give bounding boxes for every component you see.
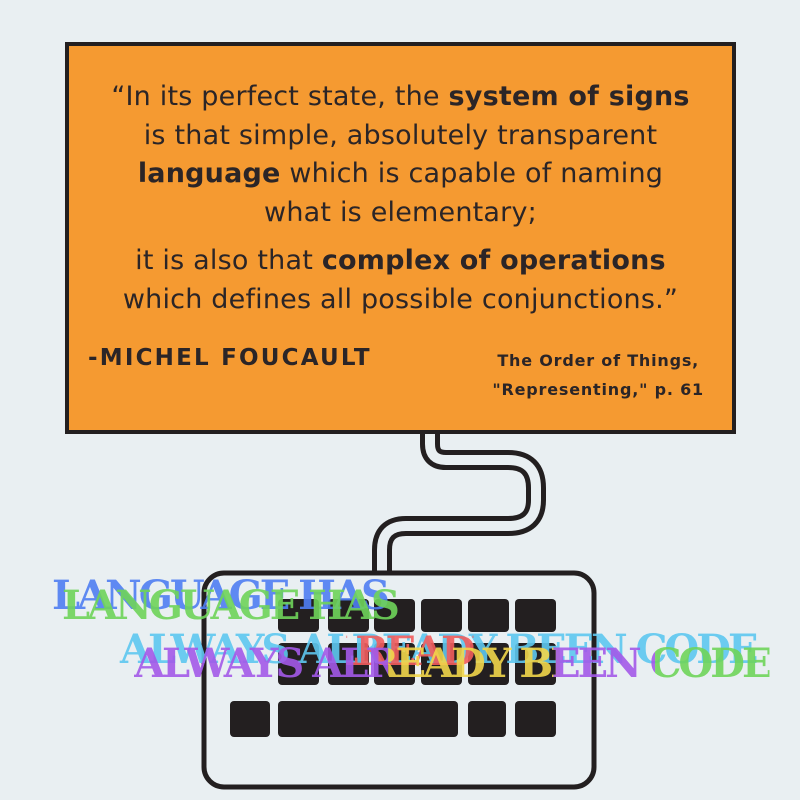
quote-line-5: it is also that complex of operations <box>135 245 666 276</box>
quote-author: -MICHEL FOUCAULT <box>88 345 372 371</box>
citation-line-1: The Order of Things, <box>497 351 700 370</box>
citation-line-2: "Representing," p. 61 <box>492 380 704 399</box>
quote-text: “In its perfect state, the system of sig… <box>69 78 732 319</box>
quote-citation: The Order of Things, "Representing," p. … <box>492 346 704 404</box>
key <box>230 701 270 737</box>
key <box>468 599 509 632</box>
slogan-line-2-layer-cyan: ALWAYS ALREADY BEEN CODE <box>120 626 758 673</box>
quote-line-3: language which is capable of naming <box>137 158 664 189</box>
monitor-screen: “In its perfect state, the system of sig… <box>65 42 736 434</box>
key <box>468 643 509 685</box>
key <box>515 701 556 737</box>
key <box>374 599 415 632</box>
key <box>328 599 369 632</box>
quote-line-6: which defines all possible conjunctions.… <box>122 283 679 315</box>
key <box>278 643 319 685</box>
key <box>515 599 556 632</box>
quote-line-4: what is elementary; <box>264 196 537 228</box>
slogan-line-1-layer-green: LANGUAGE HAS <box>62 582 400 629</box>
key <box>468 701 506 737</box>
key <box>278 599 319 632</box>
quote-line-1: “In its perfect state, the system of sig… <box>111 81 690 112</box>
slogan-line-1-layer-blue: LANGUAGE HAS <box>52 572 390 619</box>
slogan-line-2-layer-green: ALWAYS ALREADY BEEN CODE <box>649 640 770 687</box>
key <box>374 643 415 685</box>
spacebar-key <box>278 701 458 737</box>
slogan-line-2-layer-purple: ALWAYS ALREADY BEEN CODE <box>134 640 770 687</box>
key <box>515 643 556 685</box>
slogan-line-2-layer-yellow: ALWAYS ALREADY BEEN CODE <box>134 640 770 687</box>
key <box>421 599 462 632</box>
slogan-line-2-layer-purple-2: ALWAYS ALREADY BEEN CODE <box>519 640 770 687</box>
quote-line-2: is that simple, absolutely transparent <box>143 119 658 151</box>
slogan-line-2-layer-red: ALWAYS ALREADY BEEN CODE <box>124 628 760 675</box>
key <box>421 643 462 685</box>
key <box>328 643 369 685</box>
